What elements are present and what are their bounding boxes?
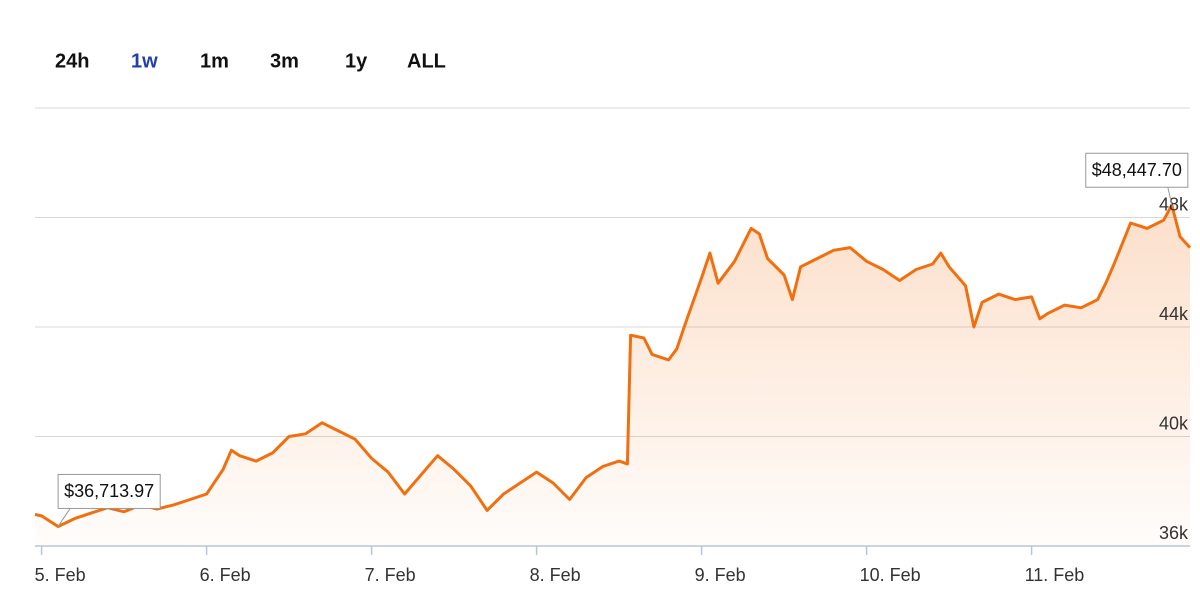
x-tick-label: 7. Feb [365,565,416,585]
range-button[interactable]: 1m [200,50,229,72]
y-tick-label: 36k [1159,523,1189,543]
y-tick-label: 40k [1159,413,1189,433]
range-button[interactable]: 3m [270,50,299,72]
range-button[interactable]: 1w [131,50,158,72]
x-tick-label: 8. Feb [530,565,581,585]
x-tick-label: 9. Feb [695,565,746,585]
area-fill [35,205,1190,546]
callout-box [1085,152,1189,188]
x-tick-label: 5. Feb [35,565,86,585]
x-tick-label: 11. Feb [1025,565,1085,585]
callout-box [57,473,161,509]
callout-pointer [1167,187,1173,206]
x-tick-label: 6. Feb [200,565,251,585]
callout-text: $36,713.97 [64,481,154,501]
range-button[interactable]: 24h [55,50,89,72]
price-callout: $36,713.97 [57,473,161,527]
price-callout: $48,447.70 [1085,152,1189,206]
range-button[interactable]: ALL [407,50,446,72]
y-tick-label: 48k [1159,194,1189,214]
x-tick-label: 10. Feb [860,565,921,585]
callout-text: $48,447.70 [1092,160,1182,180]
range-button[interactable]: 1y [345,50,368,72]
y-tick-label: 44k [1159,304,1189,324]
callout-pointer [57,508,71,527]
price-line [34,203,1192,528]
